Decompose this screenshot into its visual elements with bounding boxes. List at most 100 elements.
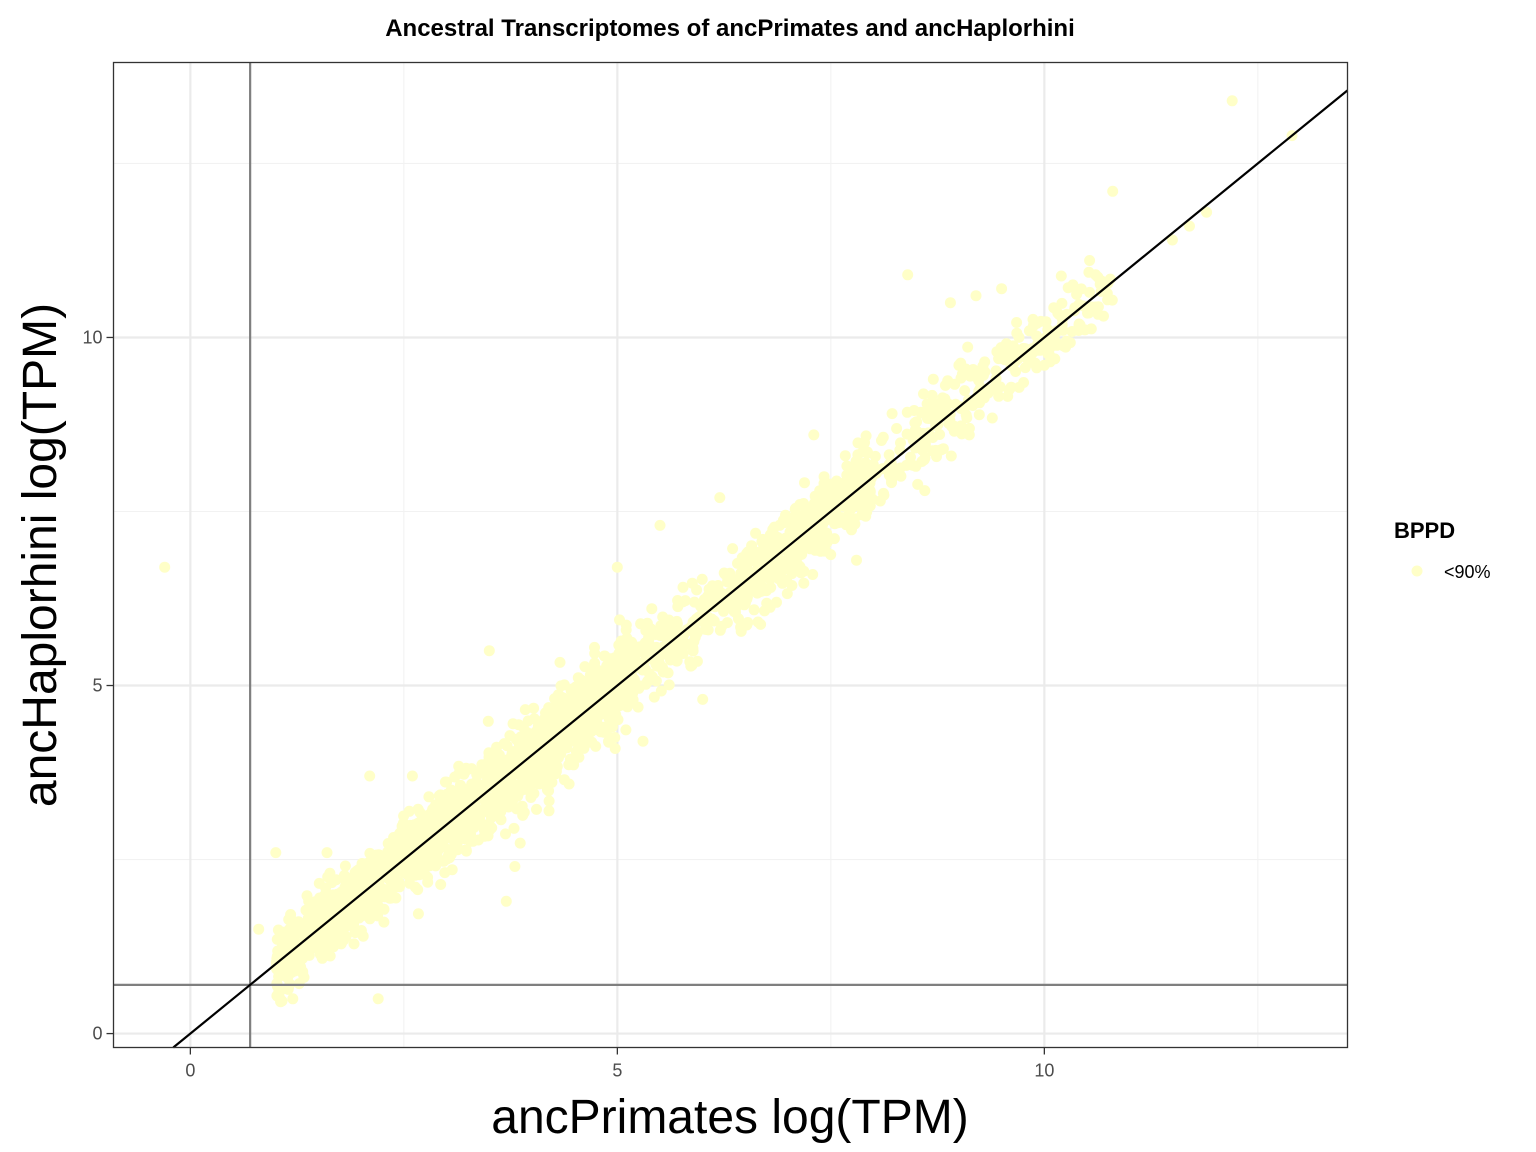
data-point	[609, 670, 621, 682]
data-point	[611, 561, 623, 573]
data-point	[979, 356, 991, 368]
data-point	[516, 759, 528, 771]
data-point	[927, 373, 939, 385]
data-point	[727, 543, 739, 555]
data-point	[298, 971, 310, 983]
data-point	[836, 514, 848, 526]
data-point	[807, 569, 819, 580]
data-point	[508, 822, 520, 834]
data-point	[323, 933, 335, 945]
data-point	[876, 435, 887, 446]
data-point	[159, 561, 171, 573]
data-point	[502, 785, 513, 797]
y-axis-title: ancHaplorhini log(TPM)	[14, 303, 67, 807]
data-point	[934, 429, 946, 440]
data-point	[543, 711, 554, 723]
data-point	[373, 892, 385, 904]
data-point	[569, 726, 581, 738]
data-point	[748, 604, 760, 616]
data-point	[554, 656, 566, 668]
data-point	[878, 489, 890, 501]
data-point	[449, 837, 461, 849]
data-point	[1018, 377, 1030, 388]
data-point	[352, 866, 364, 878]
data-point	[433, 790, 445, 802]
data-point	[324, 867, 336, 879]
data-point	[1106, 294, 1118, 306]
data-point	[1040, 316, 1052, 328]
data-point	[557, 715, 569, 727]
data-point	[547, 730, 559, 742]
data-point	[1003, 384, 1015, 396]
x-tick-label: 0	[185, 1061, 195, 1081]
data-point	[841, 460, 853, 472]
data-point	[1034, 338, 1046, 350]
data-point	[577, 740, 589, 752]
data-point	[1053, 309, 1065, 320]
data-point	[1075, 283, 1087, 295]
data-point	[960, 409, 972, 421]
data-point	[531, 803, 542, 815]
data-point	[297, 953, 308, 964]
data-point	[894, 462, 906, 474]
data-point	[453, 768, 465, 779]
data-point	[674, 638, 686, 650]
data-point	[414, 806, 426, 818]
data-point	[1184, 220, 1195, 232]
data-point	[545, 720, 557, 732]
data-point	[460, 844, 472, 856]
data-point	[784, 526, 796, 538]
data-point	[640, 625, 652, 637]
data-point	[912, 478, 924, 490]
data-point	[902, 269, 914, 281]
data-point	[1023, 325, 1035, 337]
data-point	[754, 552, 766, 563]
data-point	[789, 503, 801, 515]
data-point	[722, 598, 734, 610]
data-point	[973, 375, 985, 386]
data-point	[1083, 266, 1095, 278]
data-point	[672, 601, 684, 613]
reference-lines	[113, 62, 1349, 1049]
data-point	[287, 993, 299, 1005]
data-point	[412, 884, 424, 896]
data-point	[655, 630, 666, 642]
data-point	[461, 764, 473, 776]
data-point	[435, 879, 447, 890]
data-point	[643, 633, 655, 645]
data-point	[508, 748, 520, 760]
data-point	[824, 478, 836, 490]
data-point	[559, 737, 571, 749]
data-point	[346, 887, 358, 899]
data-point	[714, 492, 726, 504]
data-point	[484, 807, 495, 819]
data-point	[799, 477, 810, 489]
data-point	[781, 588, 793, 600]
data-point	[548, 745, 560, 757]
data-point	[677, 648, 689, 659]
data-point	[537, 761, 549, 773]
data-point	[1062, 282, 1074, 294]
data-point	[528, 702, 540, 714]
data-point	[665, 618, 677, 630]
data-point	[513, 719, 525, 731]
data-point	[439, 867, 451, 879]
x-axis-title: ancPrimates log(TPM)	[491, 1091, 968, 1144]
data-point	[506, 758, 517, 769]
data-point	[517, 809, 529, 821]
data-point	[340, 931, 352, 943]
data-point	[325, 903, 337, 915]
data-point	[895, 437, 906, 449]
data-point	[771, 541, 782, 553]
identity-line	[172, 89, 1349, 1049]
data-point	[276, 995, 288, 1007]
data-point	[441, 776, 453, 788]
data-point	[423, 791, 435, 803]
data-point	[626, 636, 638, 648]
data-point	[741, 619, 753, 631]
data-point	[714, 624, 726, 636]
y-tick-label: 0	[92, 1024, 102, 1044]
data-point	[598, 726, 610, 738]
data-point	[979, 366, 991, 378]
data-point	[858, 491, 870, 503]
